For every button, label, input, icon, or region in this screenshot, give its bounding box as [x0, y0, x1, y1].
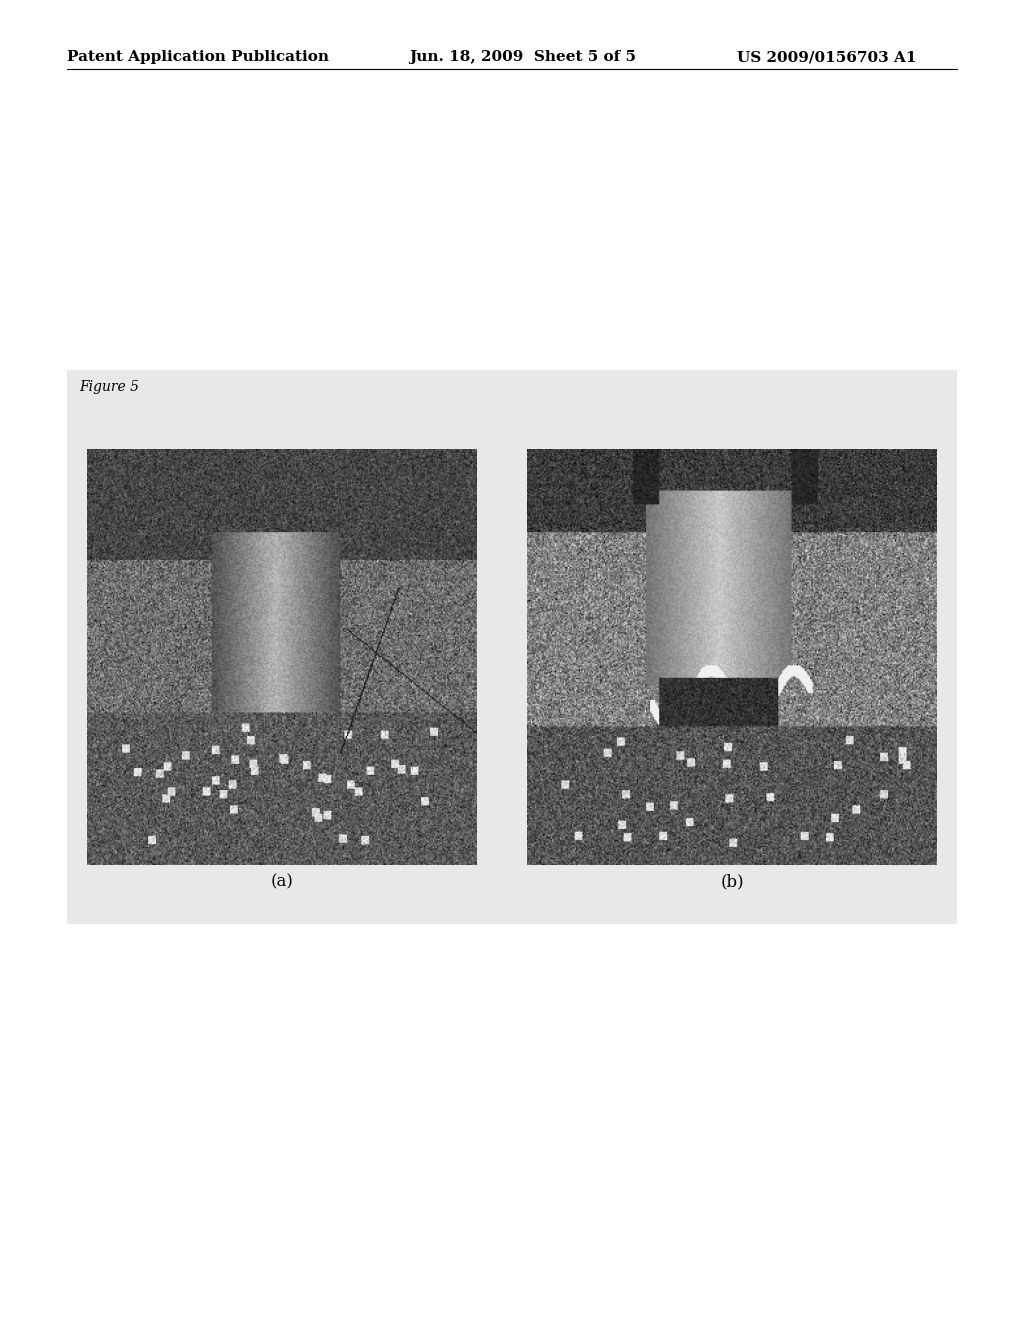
- FancyBboxPatch shape: [67, 370, 957, 924]
- Text: US 2009/0156703 A1: US 2009/0156703 A1: [737, 50, 916, 65]
- Text: Patent Application Publication: Patent Application Publication: [67, 50, 329, 65]
- Text: (a): (a): [270, 874, 293, 891]
- Text: (b): (b): [720, 874, 744, 891]
- Text: Jun. 18, 2009  Sheet 5 of 5: Jun. 18, 2009 Sheet 5 of 5: [410, 50, 637, 65]
- Text: Figure 5: Figure 5: [79, 380, 139, 395]
